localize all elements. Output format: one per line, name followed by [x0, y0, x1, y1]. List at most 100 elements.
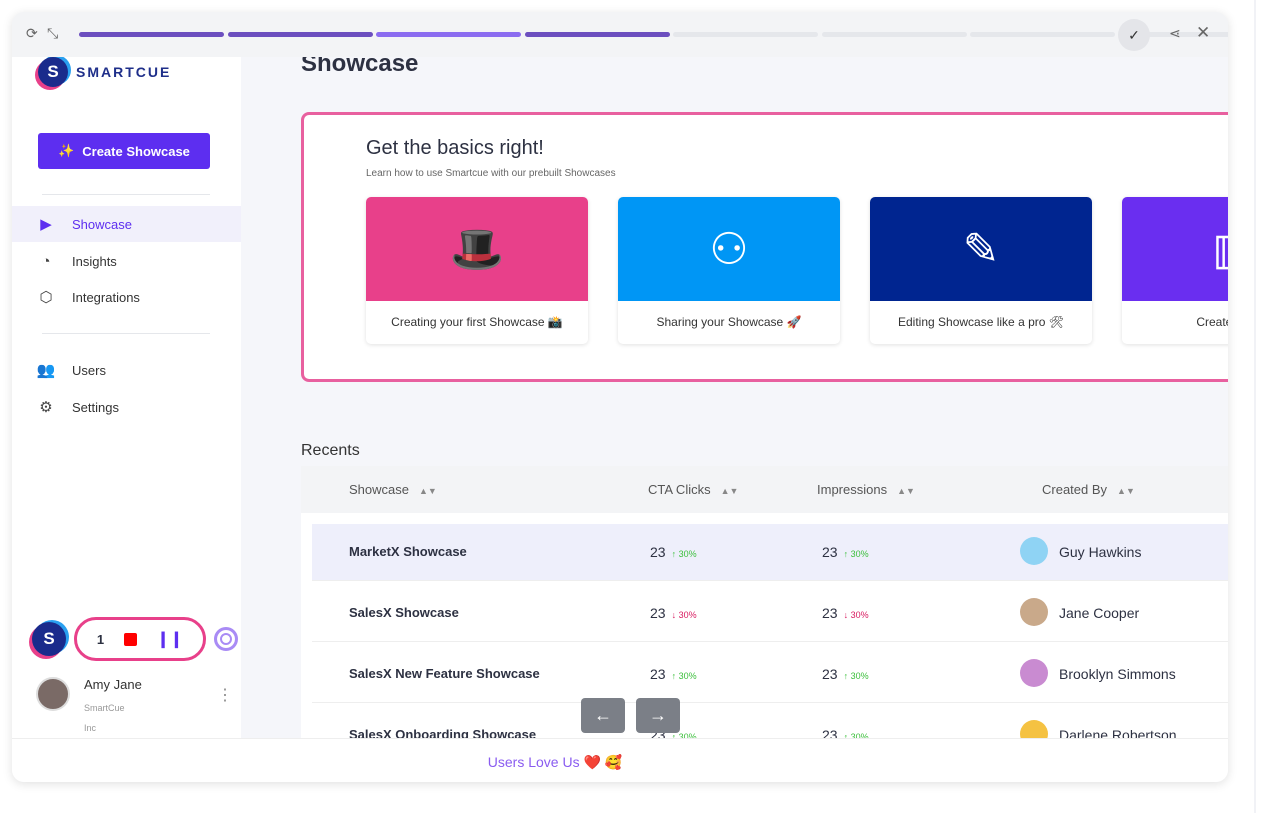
tutorial-card[interactable]: ✎ Editing Showcase like a pro 🛠 [870, 197, 1092, 344]
cta-delta: ↓ 30% [671, 610, 697, 620]
delta-value: 30% [850, 732, 869, 742]
magic-wand-icon: ✨ [58, 143, 75, 158]
recents-table: Showcase ▲▼ CTA Clicks ▲▼ Impressions ▲▼ Cr… [301, 466, 1228, 764]
cta-delta: ↑ 30% [671, 671, 697, 681]
card-image: ▥ [1122, 197, 1228, 301]
creator-name: Guy Hawkins [1059, 544, 1142, 560]
progress-segment [79, 32, 224, 37]
tutorial-card[interactable]: ⚇ Sharing your Showcase 🚀 [618, 197, 840, 344]
pause-button[interactable]: ❙❙ [156, 631, 184, 648]
progress-segment [227, 32, 373, 37]
more-options-icon[interactable]: ⋮ [217, 687, 233, 704]
progress-segment [821, 32, 967, 37]
cta-clicks-value: 23 [650, 666, 666, 682]
collapse-icon[interactable]: ⤡ [47, 25, 59, 41]
footer: Users Love Us ❤️ 🥰 [12, 738, 1228, 782]
sidebar-item-showcase[interactable]: ▶ Showcase [12, 206, 241, 242]
basics-panel: Get the basics right! Learn how to use S… [301, 112, 1228, 382]
close-icon[interactable]: ✕ [1196, 23, 1211, 42]
column-header-created-by[interactable]: Created By ▲▼ [1042, 482, 1135, 497]
next-button[interactable]: → [636, 698, 680, 733]
basics-subheading: Learn how to use Smartcue with our prebu… [366, 168, 616, 179]
table-row[interactable]: SalesX New Feature Showcase 23 ↑ 30% 23 ↑ … [312, 646, 1228, 703]
column-header-impressions[interactable]: Impressions ▲▼ [817, 482, 915, 497]
sidebar-item-label: Showcase [72, 216, 132, 232]
table-row[interactable]: SalesX Showcase 23 ↓ 30% 23 ↓ 30% Jane Coo… [312, 585, 1228, 642]
stop-button[interactable] [123, 632, 137, 646]
user-name: Amy Jane [84, 677, 142, 692]
smartcue-logo: S [32, 622, 66, 656]
avatar [1020, 659, 1048, 687]
sidebar-item-label: Insights [72, 253, 117, 269]
play-icon: ▶ [40, 216, 52, 233]
cta-clicks-value: 23 [650, 544, 666, 560]
sidebar-item-integrations[interactable]: ⬡ Integrations [12, 279, 241, 315]
card-label: Creating your first Showcase 📸 [391, 315, 563, 329]
previous-button[interactable]: ← [581, 698, 625, 733]
showcase-name: SalesX Showcase [349, 605, 459, 620]
column-header-showcase[interactable]: Showcase ▲▼ [349, 482, 437, 497]
user-org: SmartCue [84, 703, 125, 713]
delta-value: 30% [850, 610, 869, 620]
sort-icon: ▲▼ [418, 486, 437, 496]
column-label: Created By [1042, 482, 1108, 497]
sidebar-item-settings[interactable]: ⚙ Settings [12, 389, 241, 425]
card-label: Create showc [1196, 315, 1228, 329]
impressions-delta: ↓ 30% [843, 610, 869, 620]
users-icon: 👥 [36, 362, 56, 379]
progress-segment [1118, 32, 1228, 37]
column-label: Showcase [349, 482, 409, 497]
card-label: Editing Showcase like a pro 🛠 [898, 315, 1064, 329]
cta-clicks-value: 23 [650, 605, 666, 621]
creator-name: Jane Cooper [1059, 605, 1140, 621]
table-row[interactable]: MarketX Showcase 23 ↑ 30% 23 ↑ 30% Guy Haw… [312, 524, 1228, 581]
sort-icon: ▲▼ [1117, 486, 1135, 496]
chart-icon: ▥ [1212, 224, 1228, 275]
main-content: Showcase Get the basics right! Learn how… [241, 50, 1228, 764]
check-button[interactable]: ✓ [1118, 19, 1150, 51]
recorder-controls: 1 ❙❙ [74, 617, 206, 661]
users-love-us-link[interactable]: Users Love Us ❤️ 🥰 [487, 754, 623, 770]
impressions-value: 23 [822, 544, 838, 560]
divider [1254, 0, 1256, 813]
creator-name: Brooklyn Simmons [1059, 666, 1176, 682]
column-header-cta-clicks[interactable]: CTA Clicks ▲▼ [648, 482, 738, 497]
progress-segment [673, 32, 818, 37]
sidebar-item-users[interactable]: 👥 Users [12, 352, 241, 388]
recorder-widget: S 1 ❙❙ [32, 617, 238, 661]
cta-delta: ↑ 30% [671, 549, 697, 559]
refresh-icon[interactable]: ⟳ [26, 25, 38, 41]
step-count: 1 [96, 631, 105, 647]
impressions-value: 23 [822, 605, 838, 621]
delta-value: 30% [850, 549, 869, 559]
tutorial-card[interactable]: 🎩 Creating your first Showcase 📸 [366, 197, 588, 344]
sidebar: S SMARTCUE ✨ Create Showcase ▶ Showcase ◔ In… [12, 57, 241, 738]
showcase-name: SalesX New Feature Showcase [349, 666, 540, 681]
tutorial-card[interactable]: ▥ Create showc [1122, 197, 1228, 344]
logo-mark: S [38, 57, 68, 87]
create-showcase-button[interactable]: ✨ Create Showcase [38, 133, 210, 169]
gear-icon: ⚙ [39, 399, 53, 416]
impressions-delta: ↑ 30% [843, 671, 869, 681]
delta-value: 30% [678, 549, 697, 559]
divider [42, 194, 210, 195]
sidebar-item-insights[interactable]: ◔ Insights [12, 243, 241, 279]
share-icon[interactable]: ⋖ [1169, 25, 1181, 41]
cta-delta: ↑ 30% [671, 732, 697, 742]
record-indicator[interactable] [214, 627, 238, 651]
card-image: 🎩 [366, 197, 588, 301]
share-people-icon: ⚇ [709, 224, 749, 274]
magic-hat-icon: 🎩 [449, 225, 505, 274]
logo-text: SMARTCUE [76, 64, 172, 80]
avatar [36, 677, 70, 711]
impressions-value: 23 [822, 666, 838, 682]
column-label: Impressions [817, 482, 888, 497]
table-header: Showcase ▲▼ CTA Clicks ▲▼ Impressions ▲▼ Cr… [301, 466, 1228, 513]
integrations-icon: ⬡ [39, 289, 53, 306]
progress-segment [970, 32, 1115, 37]
sort-icon: ▲▼ [897, 486, 915, 496]
user-profile[interactable]: Amy Jane SmartCue Inc [36, 677, 142, 738]
delta-value: 30% [678, 732, 697, 742]
delta-value: 30% [850, 671, 869, 681]
delta-value: 30% [678, 671, 697, 681]
